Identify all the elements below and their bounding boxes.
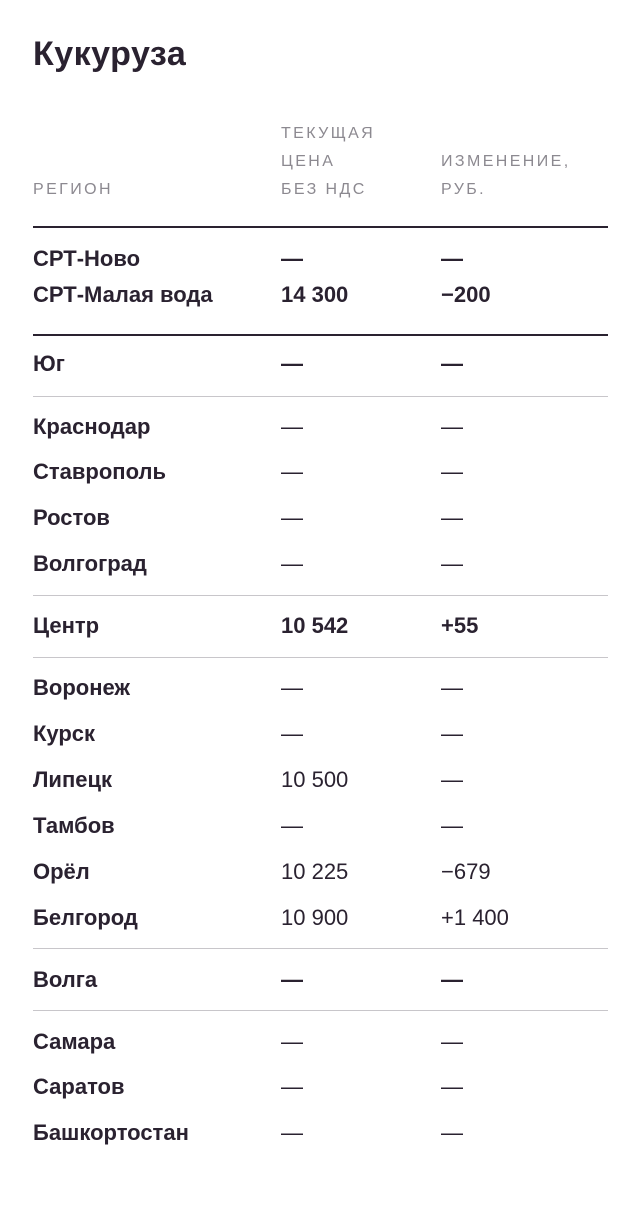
price-value: —: [281, 675, 303, 700]
column-header-price: ТЕКУЩАЯ ЦЕНА БЕЗ НДС: [281, 125, 376, 198]
region-name: Юг: [33, 351, 65, 376]
table-row: СРТ-Малая вода 14 300 −200: [0, 282, 640, 334]
price-value: —: [281, 551, 303, 576]
change-value: —: [441, 813, 463, 838]
table-row: Самара — —: [0, 1010, 640, 1073]
price-value: —: [281, 414, 303, 439]
header-divider: [33, 226, 608, 228]
section-divider: [33, 334, 608, 336]
table-row: СРТ-Ново — —: [0, 226, 640, 287]
section-divider: [33, 657, 608, 658]
price-value: —: [281, 1074, 303, 1099]
price-value: 10 225: [281, 859, 349, 884]
change-value: —: [441, 1074, 463, 1099]
change-value: —: [441, 675, 463, 700]
change-value: −200: [441, 282, 491, 307]
region-name: Самара: [33, 1029, 116, 1054]
region-name: Башкортостан: [33, 1120, 189, 1145]
section-divider: [33, 595, 608, 596]
table-row: Курск — —: [0, 720, 640, 766]
price-value: —: [281, 813, 303, 838]
change-value: −679: [441, 859, 491, 884]
region-name: Липецк: [33, 767, 113, 792]
table-row: Центр 10 542 +55: [0, 595, 640, 657]
section-divider: [33, 396, 608, 397]
price-value: —: [281, 1029, 303, 1054]
region-name: Воронеж: [33, 675, 131, 700]
region-name: Белгород: [33, 905, 138, 930]
table-row: Ростов — —: [0, 504, 640, 550]
table-row: Орёл 10 225 −679: [0, 858, 640, 904]
region-name: Саратов: [33, 1074, 125, 1099]
region-name: Волгоград: [33, 551, 147, 576]
column-header-change: ИЗМЕНЕНИЕ, РУБ.: [441, 153, 571, 198]
change-value: —: [441, 351, 463, 376]
change-value: —: [441, 551, 463, 576]
change-value: —: [441, 246, 463, 271]
table-row: Ставрополь — —: [0, 458, 640, 504]
change-value: —: [441, 721, 463, 746]
change-value: —: [441, 505, 463, 530]
page-title: Кукуруза: [33, 35, 187, 73]
change-value: —: [441, 767, 463, 792]
price-value: —: [281, 721, 303, 746]
price-value: —: [281, 505, 303, 530]
price-table-body: СРТ-Ново — — СРТ-Малая вода 14 300 −200 …: [0, 226, 640, 1165]
table-row: Саратов — —: [0, 1073, 640, 1119]
change-value: +1 400: [441, 905, 509, 930]
region-name: Ставрополь: [33, 459, 166, 484]
change-value: —: [441, 1029, 463, 1054]
region-name: Волга: [33, 967, 98, 992]
region-name: Орёл: [33, 859, 90, 884]
price-value: 10 542: [281, 613, 349, 638]
table-row: Юг — —: [0, 334, 640, 396]
table-row: Башкортостан — —: [0, 1119, 640, 1165]
table-row: Краснодар — —: [0, 396, 640, 458]
table-header: РЕГИОН ТЕКУЩАЯ ЦЕНА БЕЗ НДС ИЗМЕНЕНИЕ, Р…: [0, 120, 640, 226]
region-name: Курск: [33, 721, 96, 746]
table-row: Воронеж — —: [0, 657, 640, 720]
price-value: —: [281, 246, 303, 271]
price-value: —: [281, 1120, 303, 1145]
table-row: Волгоград — —: [0, 550, 640, 595]
price-value: —: [281, 967, 303, 992]
table-row: Белгород 10 900 +1 400: [0, 904, 640, 948]
region-name: СРТ-Малая вода: [33, 282, 213, 307]
column-header-region: РЕГИОН: [33, 181, 113, 198]
region-name: Ростов: [33, 505, 110, 530]
change-value: +55: [441, 613, 479, 638]
change-value: —: [441, 967, 463, 992]
region-name: Краснодар: [33, 414, 151, 439]
table-row: Волга — —: [0, 948, 640, 1010]
price-value: —: [281, 351, 303, 376]
price-value: 10 500: [281, 767, 349, 792]
table-row: Тамбов — —: [0, 812, 640, 858]
change-value: —: [441, 459, 463, 484]
price-value: 14 300: [281, 282, 349, 307]
price-value: 10 900: [281, 905, 349, 930]
table-row: Липецк 10 500 —: [0, 766, 640, 812]
section-divider: [33, 1010, 608, 1011]
region-name: СРТ-Ново: [33, 246, 141, 271]
section-divider: [33, 948, 608, 949]
region-name: Тамбов: [33, 813, 115, 838]
change-value: —: [441, 414, 463, 439]
price-value: —: [281, 459, 303, 484]
region-name: Центр: [33, 613, 100, 638]
change-value: —: [441, 1120, 463, 1145]
